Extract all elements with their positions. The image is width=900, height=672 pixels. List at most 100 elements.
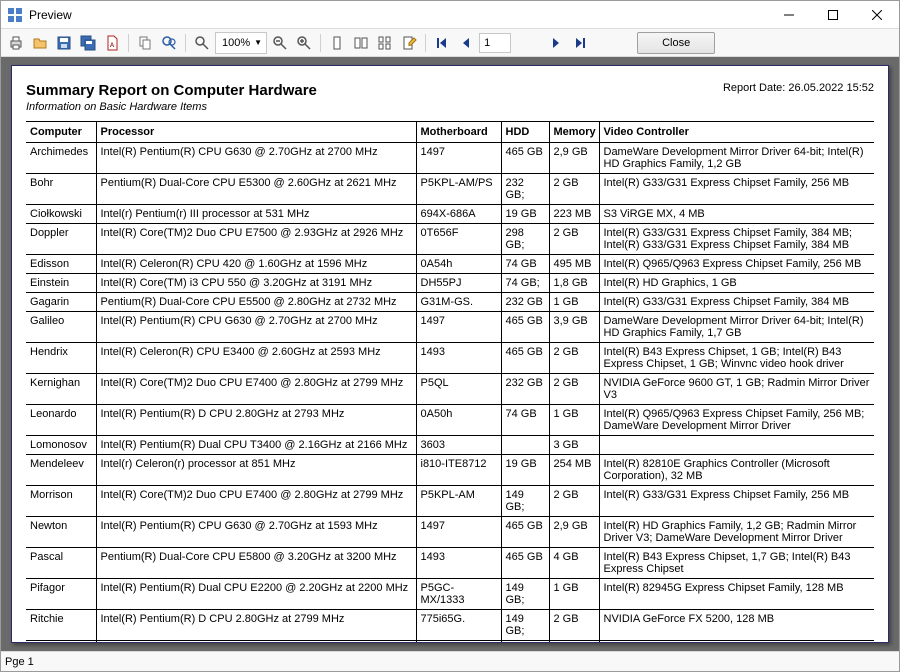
multi-page-icon[interactable] [374, 32, 396, 54]
table-cell: 74 GB; [501, 274, 549, 293]
maximize-button[interactable] [811, 1, 855, 28]
table-cell: 0A54h [416, 255, 501, 274]
table-cell: 298 GB [501, 641, 549, 644]
zoom-value: 100% [222, 37, 250, 49]
table-cell: 1493 [416, 343, 501, 374]
single-page-icon[interactable] [326, 32, 348, 54]
table-cell: 3 GB [549, 436, 599, 455]
table-cell: 465 GB [501, 343, 549, 374]
table-cell: Einstein [26, 274, 96, 293]
zoom-out-icon[interactable] [269, 32, 291, 54]
report-subtitle: Information on Basic Hardware Items [26, 101, 317, 113]
two-page-icon[interactable] [350, 32, 372, 54]
table-cell: Archimedes [26, 143, 96, 174]
table-cell: 74 GB [501, 255, 549, 274]
table-row: StroustrupIntel(R) Core(TM)2 Duo CPU E67… [26, 641, 874, 644]
edit-page-icon[interactable] [398, 32, 420, 54]
close-window-button[interactable] [855, 1, 899, 28]
table-row: GalileoIntel(R) Pentium(R) CPU G630 @ 2.… [26, 312, 874, 343]
table-row: KernighanIntel(R) Core(TM)2 Duo CPU E740… [26, 374, 874, 405]
table-cell: Edisson [26, 255, 96, 274]
table-cell: Intel(R) Pentium(R) CPU G630 @ 2.70GHz a… [96, 143, 416, 174]
table-cell: Intel(R) G33/G31 Express Chipset Family,… [599, 224, 874, 255]
table-row: LomonosovIntel(R) Pentium(R) Dual CPU T3… [26, 436, 874, 455]
table-cell: Intel(R) Pentium(R) Dual CPU T3400 @ 2.1… [96, 436, 416, 455]
window-title: Preview [29, 8, 767, 22]
window-controls [767, 1, 899, 28]
table-cell: Newton [26, 517, 96, 548]
table-cell: Intel(R) Q965/Q963 Express Chipset Famil… [599, 255, 874, 274]
table-cell: 465 GB [501, 312, 549, 343]
table-cell: G31M-GS. [416, 293, 501, 312]
table-cell: Stroustrup [26, 641, 96, 644]
column-header: Computer [26, 122, 96, 143]
table-row: CiołkowskiIntel(r) Pentium(r) III proces… [26, 205, 874, 224]
open-icon[interactable] [29, 32, 51, 54]
page-number-value: 1 [484, 37, 490, 49]
table-cell: S3 ViRGE MX, 4 MB [599, 205, 874, 224]
table-row: GagarinPentium(R) Dual-Core CPU E5500 @ … [26, 293, 874, 312]
table-cell: 149 GB; [501, 579, 549, 610]
table-cell: Intel(R) Celeron(R) CPU 420 @ 1.60GHz at… [96, 255, 416, 274]
table-cell: Mendeleev [26, 455, 96, 486]
table-cell: Intel(R) Celeron(R) CPU E3400 @ 2.60GHz … [96, 343, 416, 374]
copy-icon[interactable] [134, 32, 156, 54]
last-page-icon[interactable] [569, 32, 591, 54]
preview-viewport[interactable]: Summary Report on Computer Hardware Info… [1, 57, 899, 651]
table-cell: Leonardo [26, 405, 96, 436]
column-header: Memory [549, 122, 599, 143]
table-cell: 149 GB; [501, 610, 549, 641]
table-cell: Kernighan [26, 374, 96, 405]
table-cell: Intel(R) B43 Express Chipset, 1,7 GB; In… [599, 548, 874, 579]
table-cell: 0A50h [416, 405, 501, 436]
table-cell: 694X-686A [416, 205, 501, 224]
table-cell: 2 GB [549, 641, 599, 644]
table-cell: 2 GB [549, 486, 599, 517]
chevron-down-icon: ▼ [254, 38, 262, 47]
save-icon[interactable] [53, 32, 75, 54]
zoom-in-icon[interactable] [293, 32, 315, 54]
status-bar: Pge 1 [1, 651, 899, 671]
find-icon[interactable] [158, 32, 180, 54]
close-button-label: Close [662, 37, 690, 49]
table-cell: 3,9 GB [549, 312, 599, 343]
table-cell: P5KPL-AM/PS [416, 174, 501, 205]
table-cell: Intel(R) Q965/Q963 Express Chipset Famil… [599, 405, 874, 436]
table-row: PascalPentium(R) Dual-Core CPU E5800 @ 3… [26, 548, 874, 579]
table-header-row: ComputerProcessorMotherboardHDDMemoryVid… [26, 122, 874, 143]
column-header: HDD [501, 122, 549, 143]
table-cell: 1497 [416, 312, 501, 343]
first-page-icon[interactable] [431, 32, 453, 54]
table-cell: 232 GB; [501, 174, 549, 205]
page-number-input[interactable]: 1 [479, 33, 511, 53]
minimize-button[interactable] [767, 1, 811, 28]
table-cell: 232 GB [501, 374, 549, 405]
table-cell: Intel(R) Pentium(R) CPU G630 @ 2.70GHz a… [96, 312, 416, 343]
zoom-combo[interactable]: 100% ▼ [215, 32, 267, 54]
table-cell: Doppler [26, 224, 96, 255]
close-button[interactable]: Close [637, 32, 715, 54]
table-cell: 1 GB [549, 293, 599, 312]
table-cell: 465 GB [501, 548, 549, 579]
table-row: EdissonIntel(R) Celeron(R) CPU 420 @ 1.6… [26, 255, 874, 274]
table-cell: 465 GB [501, 143, 549, 174]
table-cell: DH55PJ [416, 274, 501, 293]
print-icon[interactable] [5, 32, 27, 54]
table-cell: 1,8 GB [549, 274, 599, 293]
status-page-label: Pge 1 [5, 656, 34, 668]
next-page-icon[interactable] [545, 32, 567, 54]
table-cell: 298 GB; [501, 224, 549, 255]
table-cell: NVIDIA GeForce 9600 GT, 512 MB [599, 641, 874, 644]
table-cell: P5QL [416, 374, 501, 405]
table-cell: Intel(R) Core(TM)2 Duo CPU E7400 @ 2.80G… [96, 486, 416, 517]
save-all-icon[interactable] [77, 32, 99, 54]
export-pdf-icon[interactable]: A [101, 32, 123, 54]
prev-page-icon[interactable] [455, 32, 477, 54]
table-cell [599, 436, 874, 455]
report-page: Summary Report on Computer Hardware Info… [11, 65, 889, 643]
table-cell: Intel(R) Pentium(R) D CPU 2.80GHz at 279… [96, 405, 416, 436]
table-cell: 2,9 GB [549, 143, 599, 174]
table-cell: P5K SE/EPU [416, 641, 501, 644]
table-cell: 232 GB [501, 293, 549, 312]
zoom-tool-icon[interactable] [191, 32, 213, 54]
